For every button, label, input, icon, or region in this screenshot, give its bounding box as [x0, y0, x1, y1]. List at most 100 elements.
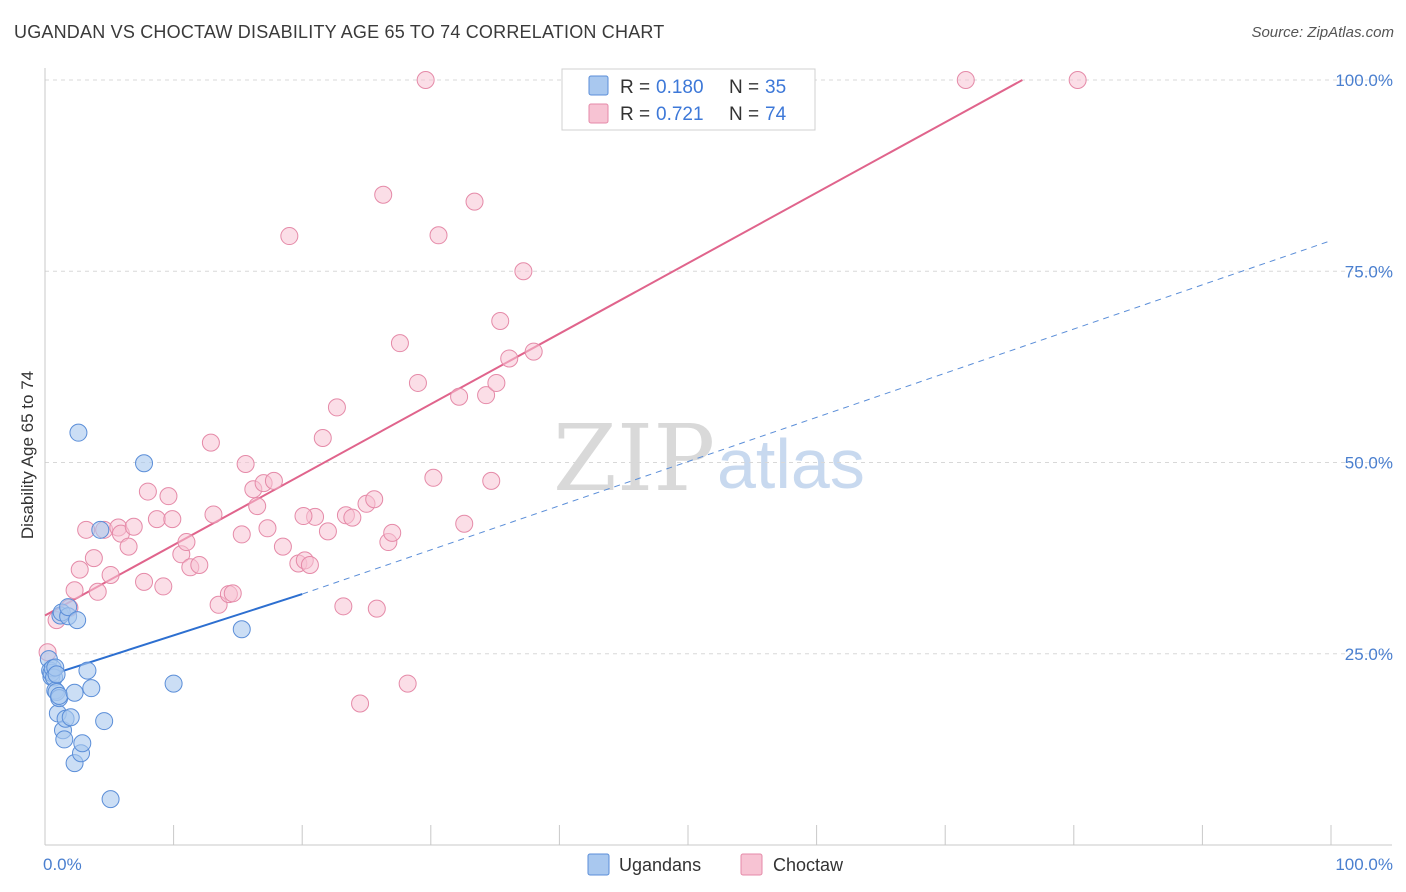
point-choctaw — [313, 429, 332, 448]
point-choctaw — [101, 565, 120, 584]
point-choctaw — [367, 599, 386, 618]
point-choctaw — [300, 556, 319, 575]
legend-swatch-ugandans — [588, 75, 609, 96]
scatter-points — [38, 71, 1087, 809]
axes — [44, 68, 1392, 846]
point-choctaw — [88, 582, 107, 601]
point-ugandans — [59, 598, 78, 617]
chart-title: UGANDAN VS CHOCTAW DISABILITY AGE 65 TO … — [14, 22, 665, 42]
point-choctaw — [327, 398, 346, 417]
legend-r-label-choctaw: R = — [620, 104, 650, 125]
series-legend: Ugandans Choctaw — [587, 853, 844, 876]
point-ugandans — [82, 679, 101, 698]
point-choctaw — [524, 342, 543, 361]
point-ugandans — [135, 454, 154, 473]
point-ugandans — [47, 665, 66, 684]
point-choctaw — [204, 505, 223, 524]
bottom-legend-ugandans: Ugandans — [619, 855, 701, 875]
y-tick-label: 50.0% — [1345, 454, 1393, 473]
legend-r-value-choctaw: 0.721 — [656, 104, 704, 125]
y-tick-label: 75.0% — [1345, 262, 1393, 281]
point-ugandans — [73, 734, 92, 753]
point-ugandans — [78, 661, 97, 680]
point-choctaw — [159, 487, 178, 506]
point-choctaw — [119, 537, 138, 556]
point-choctaw — [318, 522, 337, 541]
point-choctaw — [190, 556, 209, 575]
point-choctaw — [135, 572, 154, 591]
point-ugandans — [68, 611, 87, 630]
point-choctaw — [374, 185, 393, 204]
point-ugandans — [232, 620, 251, 639]
bottom-legend-swatch-ugandans — [587, 853, 610, 876]
point-ugandans — [95, 712, 114, 731]
legend-swatch-choctaw — [588, 103, 609, 124]
legend-n-label-choctaw: N = — [729, 104, 759, 125]
point-choctaw — [487, 373, 506, 392]
correlation-legend: R = 0.180 N = 35 R = 0.721 N = 74 — [561, 68, 816, 131]
point-ugandans — [164, 674, 183, 693]
point-choctaw — [124, 517, 143, 536]
point-choctaw — [455, 514, 474, 533]
point-choctaw — [280, 227, 299, 246]
point-choctaw — [398, 674, 417, 693]
grid-lines — [45, 79, 1392, 655]
point-choctaw — [351, 694, 370, 713]
watermark-atlas: atlas — [717, 425, 865, 503]
point-choctaw — [956, 71, 975, 89]
legend-n-value-ugandans: 35 — [765, 77, 786, 98]
legend-n-value-choctaw: 74 — [765, 104, 787, 125]
point-choctaw — [264, 471, 283, 490]
legend-n-label-ugandans: N = — [729, 77, 759, 98]
point-choctaw — [232, 525, 251, 544]
point-choctaw — [177, 533, 196, 552]
point-choctaw — [500, 349, 519, 368]
point-choctaw — [248, 497, 267, 516]
trend-line-ugandans-extrapolated — [302, 240, 1332, 595]
point-choctaw — [477, 386, 496, 405]
point-choctaw — [294, 507, 313, 526]
bottom-legend-swatch-choctaw — [740, 853, 763, 876]
point-choctaw — [1068, 71, 1087, 89]
source-label: Source: ZipAtlas.com — [1251, 24, 1394, 41]
point-choctaw — [429, 226, 448, 245]
point-choctaw — [236, 455, 255, 474]
point-choctaw — [343, 508, 362, 527]
bottom-legend-choctaw: Choctaw — [773, 855, 844, 875]
legend-r-value-ugandans: 0.180 — [656, 77, 704, 98]
point-choctaw — [147, 510, 166, 529]
point-choctaw — [334, 597, 353, 616]
point-choctaw — [482, 471, 501, 490]
point-choctaw — [465, 192, 484, 211]
point-choctaw — [424, 468, 443, 487]
point-ugandans — [69, 423, 88, 442]
point-ugandans — [55, 730, 74, 749]
point-choctaw — [223, 584, 242, 603]
point-choctaw — [201, 433, 220, 452]
point-ugandans — [61, 708, 80, 727]
y-axis-label: Disability Age 65 to 74 — [18, 371, 37, 539]
point-choctaw — [491, 311, 510, 330]
point-choctaw — [273, 537, 292, 556]
point-choctaw — [70, 560, 89, 579]
x-tick-label: 0.0% — [43, 855, 82, 874]
point-choctaw — [514, 262, 533, 281]
point-choctaw — [365, 490, 384, 509]
watermark-zip: ZIP — [553, 405, 715, 512]
point-ugandans — [91, 520, 110, 539]
point-choctaw — [138, 482, 157, 501]
point-ugandans — [101, 790, 120, 809]
point-choctaw — [408, 373, 427, 392]
point-choctaw — [65, 581, 84, 600]
point-choctaw — [258, 519, 277, 538]
legend-r-label-ugandans: R = — [620, 77, 650, 98]
point-choctaw — [416, 71, 435, 89]
point-choctaw — [383, 523, 402, 542]
y-tick-label: 25.0% — [1345, 645, 1393, 664]
point-ugandans — [65, 683, 84, 702]
y-tick-label: 100.0% — [1335, 71, 1393, 90]
point-ugandans — [50, 686, 69, 705]
point-choctaw — [163, 510, 182, 529]
point-choctaw — [84, 549, 103, 568]
